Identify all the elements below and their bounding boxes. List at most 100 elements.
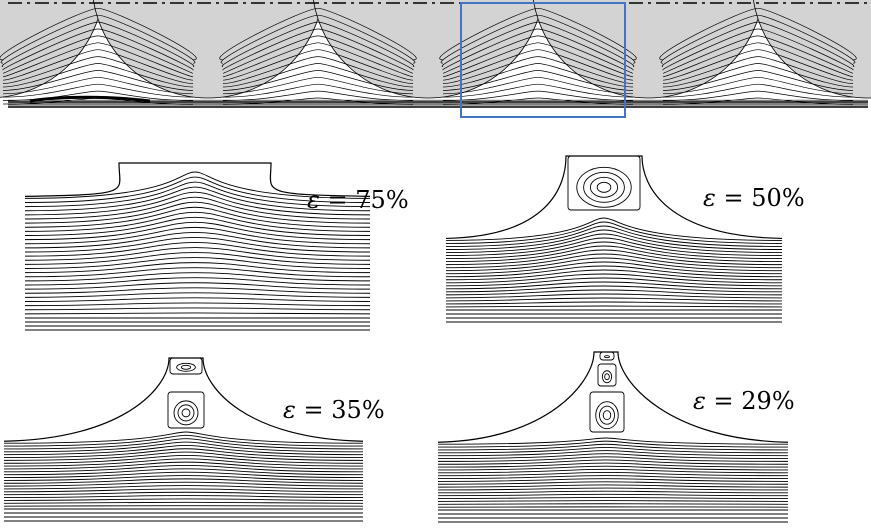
streamline xyxy=(662,56,854,84)
cell-boundary xyxy=(599,351,615,361)
streamline xyxy=(3,495,364,499)
streamline xyxy=(24,312,371,315)
panel-porosity-75 xyxy=(24,162,371,331)
streamline xyxy=(3,444,364,456)
streamline xyxy=(24,186,371,212)
streamline xyxy=(3,501,364,504)
streamline xyxy=(662,76,854,95)
streamline xyxy=(3,485,364,490)
vortex-ring xyxy=(602,410,612,421)
streamline xyxy=(662,83,854,98)
streamline xyxy=(662,42,854,78)
streamline xyxy=(24,252,371,265)
streamline xyxy=(2,28,194,71)
cell-boundary xyxy=(567,155,641,211)
porosity-label-75: ε = 75% xyxy=(307,188,409,212)
streamline xyxy=(442,56,634,84)
streamline xyxy=(437,440,789,448)
streamline xyxy=(24,196,371,220)
vortex-ring xyxy=(604,355,610,359)
streamline xyxy=(445,297,783,302)
streamline xyxy=(222,49,414,81)
streamline xyxy=(2,76,194,95)
streamline xyxy=(24,231,371,249)
streamline xyxy=(445,261,783,275)
streamline xyxy=(440,14,636,64)
streamline xyxy=(662,35,854,74)
streamline xyxy=(24,236,371,253)
porosity-value: 35% xyxy=(331,396,385,424)
vortex-ring xyxy=(596,181,612,193)
streamline xyxy=(3,468,364,476)
streamline xyxy=(445,289,783,296)
streamline xyxy=(0,7,197,61)
streamline xyxy=(219,7,417,61)
streamline xyxy=(2,42,194,78)
streamline xyxy=(445,269,783,281)
streamline xyxy=(3,438,364,450)
porosity-value: 29% xyxy=(741,387,795,415)
streamline xyxy=(660,14,856,64)
streamline xyxy=(442,42,634,78)
streamline xyxy=(3,461,364,470)
streamline xyxy=(222,56,414,84)
streamline xyxy=(442,70,634,91)
vortex-ring xyxy=(599,405,615,425)
streamline xyxy=(445,281,783,290)
streamline xyxy=(3,454,364,464)
streamline xyxy=(445,229,783,250)
streamline xyxy=(222,70,414,91)
vortex-ring xyxy=(173,400,199,426)
grain-row xyxy=(0,0,871,99)
streamline xyxy=(24,267,371,278)
porosity-value: 50% xyxy=(751,184,805,212)
streamline xyxy=(24,282,371,290)
streamline xyxy=(24,176,371,203)
streamline xyxy=(24,307,371,311)
streamline xyxy=(437,478,789,482)
cell-boundary xyxy=(597,363,617,387)
streamline xyxy=(24,242,371,257)
equals-sign: = xyxy=(303,396,324,424)
epsilon-symbol: ε xyxy=(283,396,296,424)
pore-wall xyxy=(445,155,783,240)
streamline xyxy=(222,28,414,71)
streamline xyxy=(662,90,854,101)
streamline xyxy=(24,247,371,261)
porosity-value: 75% xyxy=(355,186,409,214)
streamline xyxy=(445,265,783,278)
streamline xyxy=(220,14,416,64)
vortex-ring xyxy=(177,404,195,422)
streamline xyxy=(437,443,789,451)
streamline xyxy=(442,49,634,81)
streamline xyxy=(3,448,364,458)
cell-boundary xyxy=(169,357,203,375)
streamline xyxy=(437,465,789,471)
streamline xyxy=(437,459,789,465)
streamline xyxy=(442,63,634,88)
streamline xyxy=(442,90,634,101)
vortex-ring xyxy=(583,171,625,203)
streamline xyxy=(662,70,854,91)
equals-sign: = xyxy=(327,186,348,214)
streamline xyxy=(445,301,783,305)
streamline xyxy=(662,49,854,81)
streamline xyxy=(2,63,194,88)
streamline xyxy=(222,63,414,88)
streamline xyxy=(24,262,371,274)
streamline xyxy=(2,35,194,74)
pore-wall xyxy=(437,351,789,443)
streamline xyxy=(445,245,783,263)
streamline xyxy=(222,76,414,95)
streamline xyxy=(3,434,364,447)
streamline xyxy=(437,437,789,445)
porosity-label-29: ε = 29% xyxy=(693,389,795,413)
porosity-label-50: ε = 50% xyxy=(703,186,805,210)
streamline xyxy=(445,241,783,260)
streamline xyxy=(3,441,364,453)
streamline xyxy=(442,76,634,95)
equals-sign: = xyxy=(713,387,734,415)
streamline xyxy=(24,206,371,228)
streamline xyxy=(437,481,789,485)
streamline xyxy=(437,490,789,494)
